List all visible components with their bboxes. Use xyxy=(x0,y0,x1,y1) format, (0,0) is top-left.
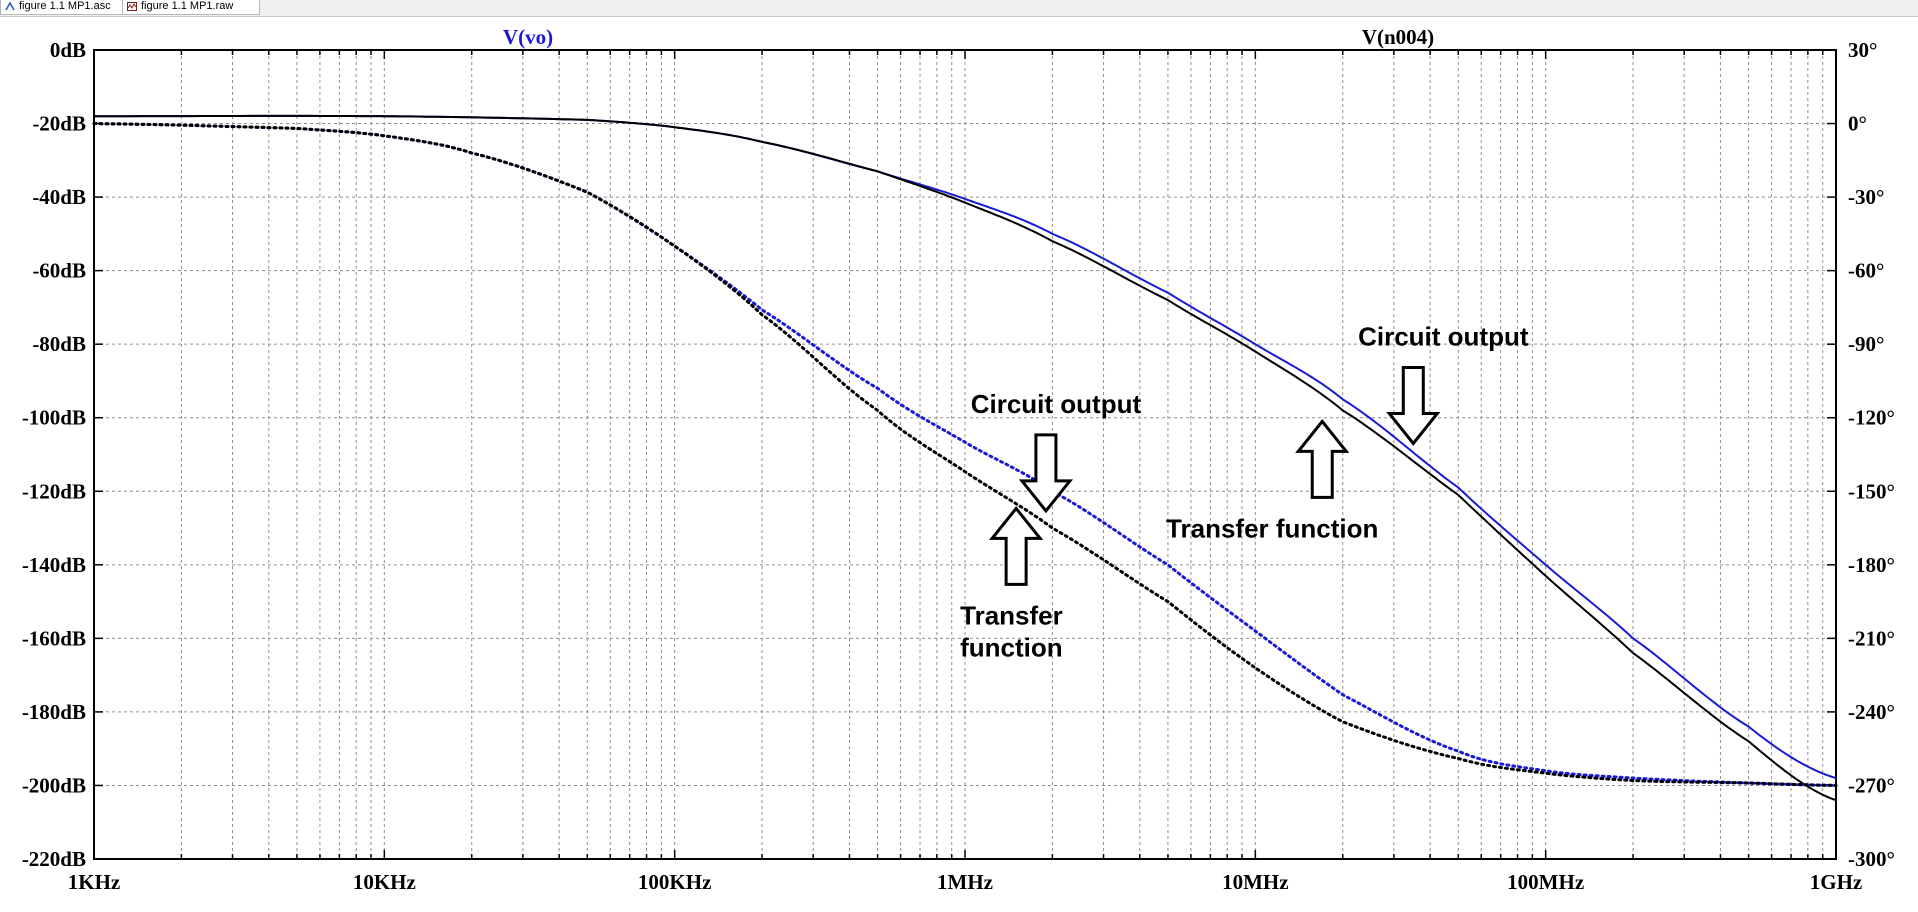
annotation-label: Transfer xyxy=(960,600,1063,630)
trace-title: V(vo) xyxy=(503,25,553,49)
y-right-tick-labels: 30° 0° -30° -60° -90° -120° -150° -180° -210° -24… xyxy=(1848,38,1895,871)
x-tick-label: 1MHz xyxy=(937,870,993,894)
annotation-label: Transfer function xyxy=(1166,513,1378,543)
grid xyxy=(94,50,1836,859)
trace-titles: V(vo) V(n004) xyxy=(503,25,1434,49)
annotation-label: function xyxy=(960,632,1063,662)
x-tick-label: 10MHz xyxy=(1222,870,1288,894)
y-left-tick-labels: 0dB -20dB -40dB -60dB -80dB -100dB -120dB -140d… xyxy=(22,38,86,871)
tab-label: figure 1.1 MP1.asc xyxy=(19,0,111,12)
y-left-tick-label: -80dB xyxy=(32,332,86,356)
y-left-tick-label: -180dB xyxy=(22,700,86,724)
annotation: Circuit output xyxy=(1358,321,1529,446)
annotation: Transfer function xyxy=(1166,419,1378,543)
y-right-tick-label: -240° xyxy=(1848,700,1895,724)
y-right-tick-label: -210° xyxy=(1848,626,1895,650)
y-right-tick-label: -180° xyxy=(1848,553,1895,577)
x-tick-labels: 1KHz 10KHz 100KHz 1MHz 10MHz 100MHz 1GHz xyxy=(68,870,1863,894)
y-left-tick-label: -220dB xyxy=(22,847,86,871)
y-left-tick-label: -40dB xyxy=(32,185,86,209)
y-left-tick-label: -60dB xyxy=(32,259,86,283)
arrow-up-icon xyxy=(1295,419,1350,499)
annotation-label: Circuit output xyxy=(1358,321,1529,351)
waveform-icon xyxy=(127,2,137,11)
y-right-tick-label: -150° xyxy=(1848,479,1895,503)
annotation-label: Circuit output xyxy=(971,389,1142,419)
x-tick-label: 100KHz xyxy=(638,870,712,894)
traces xyxy=(92,114,1838,802)
y-left-tick-label: -120dB xyxy=(22,479,86,503)
schematic-icon xyxy=(5,2,15,11)
y-right-tick-label: -270° xyxy=(1848,773,1895,797)
y-left-tick-label: -160dB xyxy=(22,626,86,650)
tab-schematic[interactable]: figure 1.1 MP1.asc xyxy=(0,0,146,15)
annotation: Circuit output xyxy=(971,389,1142,514)
document-tab-bar: figure 1.1 MP1.asc figure 1.1 MP1.raw xyxy=(0,0,1918,17)
arrow-up-icon xyxy=(989,506,1044,586)
x-tick-label: 1GHz xyxy=(1810,870,1863,894)
waveform-viewer[interactable]: 0dB -20dB -40dB -60dB -80dB -100dB -120dB -140d… xyxy=(0,17,1918,907)
tab-waveform[interactable]: figure 1.1 MP1.raw xyxy=(122,0,260,15)
y-left-tick-label: -140dB xyxy=(22,553,86,577)
y-right-tick-label: -30° xyxy=(1848,185,1884,209)
bode-plot[interactable]: 0dB -20dB -40dB -60dB -80dB -100dB -120dB -140d… xyxy=(0,17,1918,907)
arrow-down-icon xyxy=(1386,365,1441,446)
trace-n004-phase xyxy=(92,122,1838,787)
arrow-down-icon xyxy=(1018,433,1074,514)
y-right-tick-label: 0° xyxy=(1848,112,1867,136)
y-left-tick-label: 0dB xyxy=(50,38,86,62)
y-right-tick-label: 30° xyxy=(1848,38,1877,62)
y-left-tick-label: -100dB xyxy=(22,406,86,430)
x-tick-label: 1KHz xyxy=(68,870,121,894)
y-left-tick-label: -20dB xyxy=(32,112,86,136)
y-left-tick-label: -200dB xyxy=(22,773,86,797)
y-right-tick-label: -90° xyxy=(1848,332,1884,356)
trace-title: V(n004) xyxy=(1362,25,1434,49)
tab-label: figure 1.1 MP1.raw xyxy=(141,0,234,12)
x-tick-label: 100MHz xyxy=(1507,870,1584,894)
y-right-tick-label: -60° xyxy=(1848,259,1884,283)
y-right-tick-label: -300° xyxy=(1848,847,1895,871)
x-tick-label: 10KHz xyxy=(353,870,416,894)
y-right-tick-label: -120° xyxy=(1848,406,1895,430)
trace-n004-magnitude xyxy=(94,114,1837,802)
